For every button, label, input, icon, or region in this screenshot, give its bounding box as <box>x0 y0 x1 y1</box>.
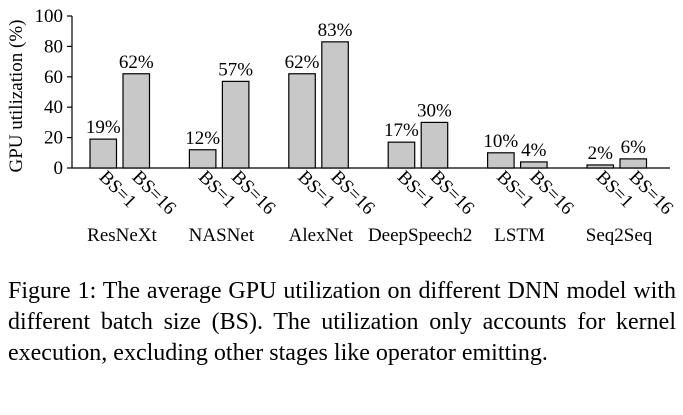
x-axis-labels: BS=1BS=16ResNeXtBS=1BS=16NASNetBS=1BS=16… <box>87 167 677 246</box>
category-label-deepspeech2: DeepSpeech2 <box>368 225 472 246</box>
data-label: 6% <box>621 137 647 158</box>
bar-deepspeech2-bs16 <box>420 121 449 169</box>
data-label: 12% <box>185 128 220 149</box>
batch-size-label: BS=1 <box>393 167 439 213</box>
batch-size-label: BS=1 <box>194 167 240 213</box>
batch-size-label: BS=1 <box>95 167 141 213</box>
bar-lstm-bs1 <box>487 152 515 169</box>
bar-nasnet-bs1 <box>188 149 217 169</box>
data-label: 62% <box>119 52 154 73</box>
bar-seq2seq-bs16 <box>619 158 648 169</box>
category-label-alexnet: AlexNet <box>289 225 354 246</box>
y-tick-label: 20 <box>44 128 63 149</box>
data-label: 30% <box>417 100 452 121</box>
data-label: 17% <box>384 120 419 141</box>
data-label: 83% <box>318 20 353 41</box>
bar-nasnet-bs16 <box>221 80 250 169</box>
bar-lstm-bs16 <box>519 161 548 169</box>
bar-resnext-bs16 <box>122 73 151 169</box>
bar-alexnet-bs16 <box>321 41 349 169</box>
bar-resnext-bs1 <box>89 138 118 169</box>
data-label: 19% <box>86 117 121 138</box>
y-tick-label: 80 <box>44 36 63 57</box>
data-label: 57% <box>218 59 253 80</box>
batch-size-label: BS=1 <box>294 167 340 213</box>
y-axis-label: GPU utilization (%) <box>6 19 27 172</box>
category-label-nasnet: NASNet <box>189 225 255 246</box>
batch-size-label: BS=1 <box>492 167 538 213</box>
batch-size-label: BS=1 <box>592 167 638 213</box>
y-tick-label: 60 <box>44 67 63 88</box>
category-label-lstm: LSTM <box>494 225 545 246</box>
figure-caption: Figure 1: The average GPU utilization on… <box>8 278 676 366</box>
bar-alexnet-bs1 <box>288 73 316 169</box>
y-tick-label: 40 <box>44 97 63 118</box>
y-tick-label: 100 <box>35 6 64 27</box>
data-label: 2% <box>588 143 614 164</box>
data-label: 10% <box>483 131 518 152</box>
bar-seq2seq-bs1 <box>586 164 615 169</box>
data-label: 62% <box>285 52 320 73</box>
data-label: 4% <box>521 140 547 161</box>
bar-deepspeech2-bs1 <box>387 141 416 169</box>
y-tick-label: 0 <box>54 158 64 179</box>
bars-layer: 19% 62% 12% 57% 62% 83% 17%30% 10% 4% 2% 6% <box>86 20 648 169</box>
category-label-resnext: ResNeXt <box>87 225 157 246</box>
category-label-seq2seq: Seq2Seq <box>586 225 653 246</box>
y-axis-ticks: 0 20 40 60 80 100 <box>35 6 72 179</box>
